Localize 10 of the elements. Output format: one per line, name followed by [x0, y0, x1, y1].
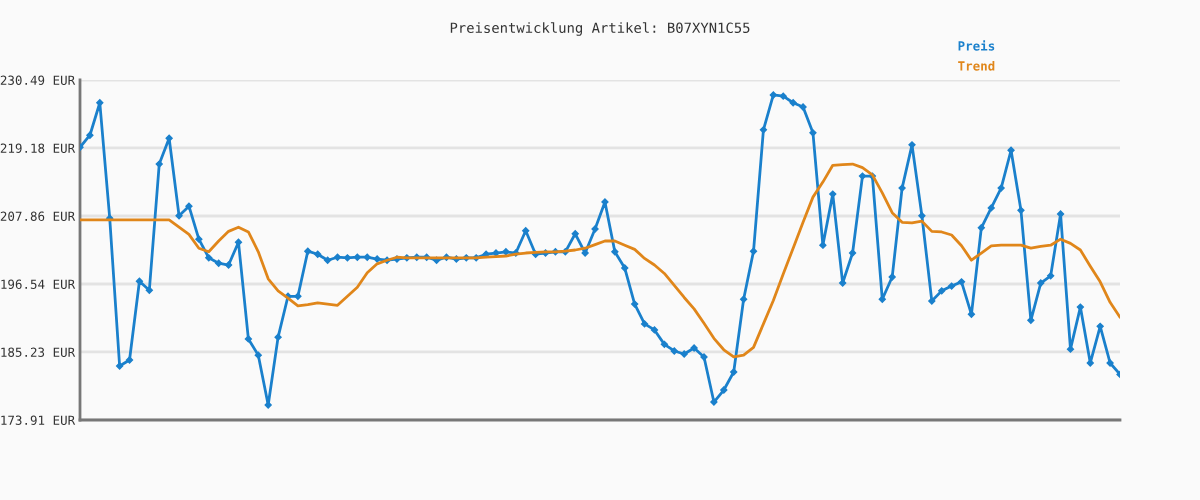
y-tick-label: 207.86 EUR	[0, 211, 76, 221]
line-series	[80, 162, 1120, 359]
y-tick-label: 185.23 EUR	[1, 347, 76, 357]
text: Preis	[958, 40, 995, 51]
y-tick-label: 196.54 EUR	[1, 279, 76, 289]
y-tick-label: 219.18 EUR	[0, 143, 76, 153]
y-tick-label: 173.91 EUR	[1, 415, 76, 425]
chart-title: Preisentwicklung Artikel: B07XYN1C55	[450, 22, 750, 36]
text: Trend	[958, 60, 995, 71]
y-tick-label: 230.49 EUR	[0, 75, 76, 85]
